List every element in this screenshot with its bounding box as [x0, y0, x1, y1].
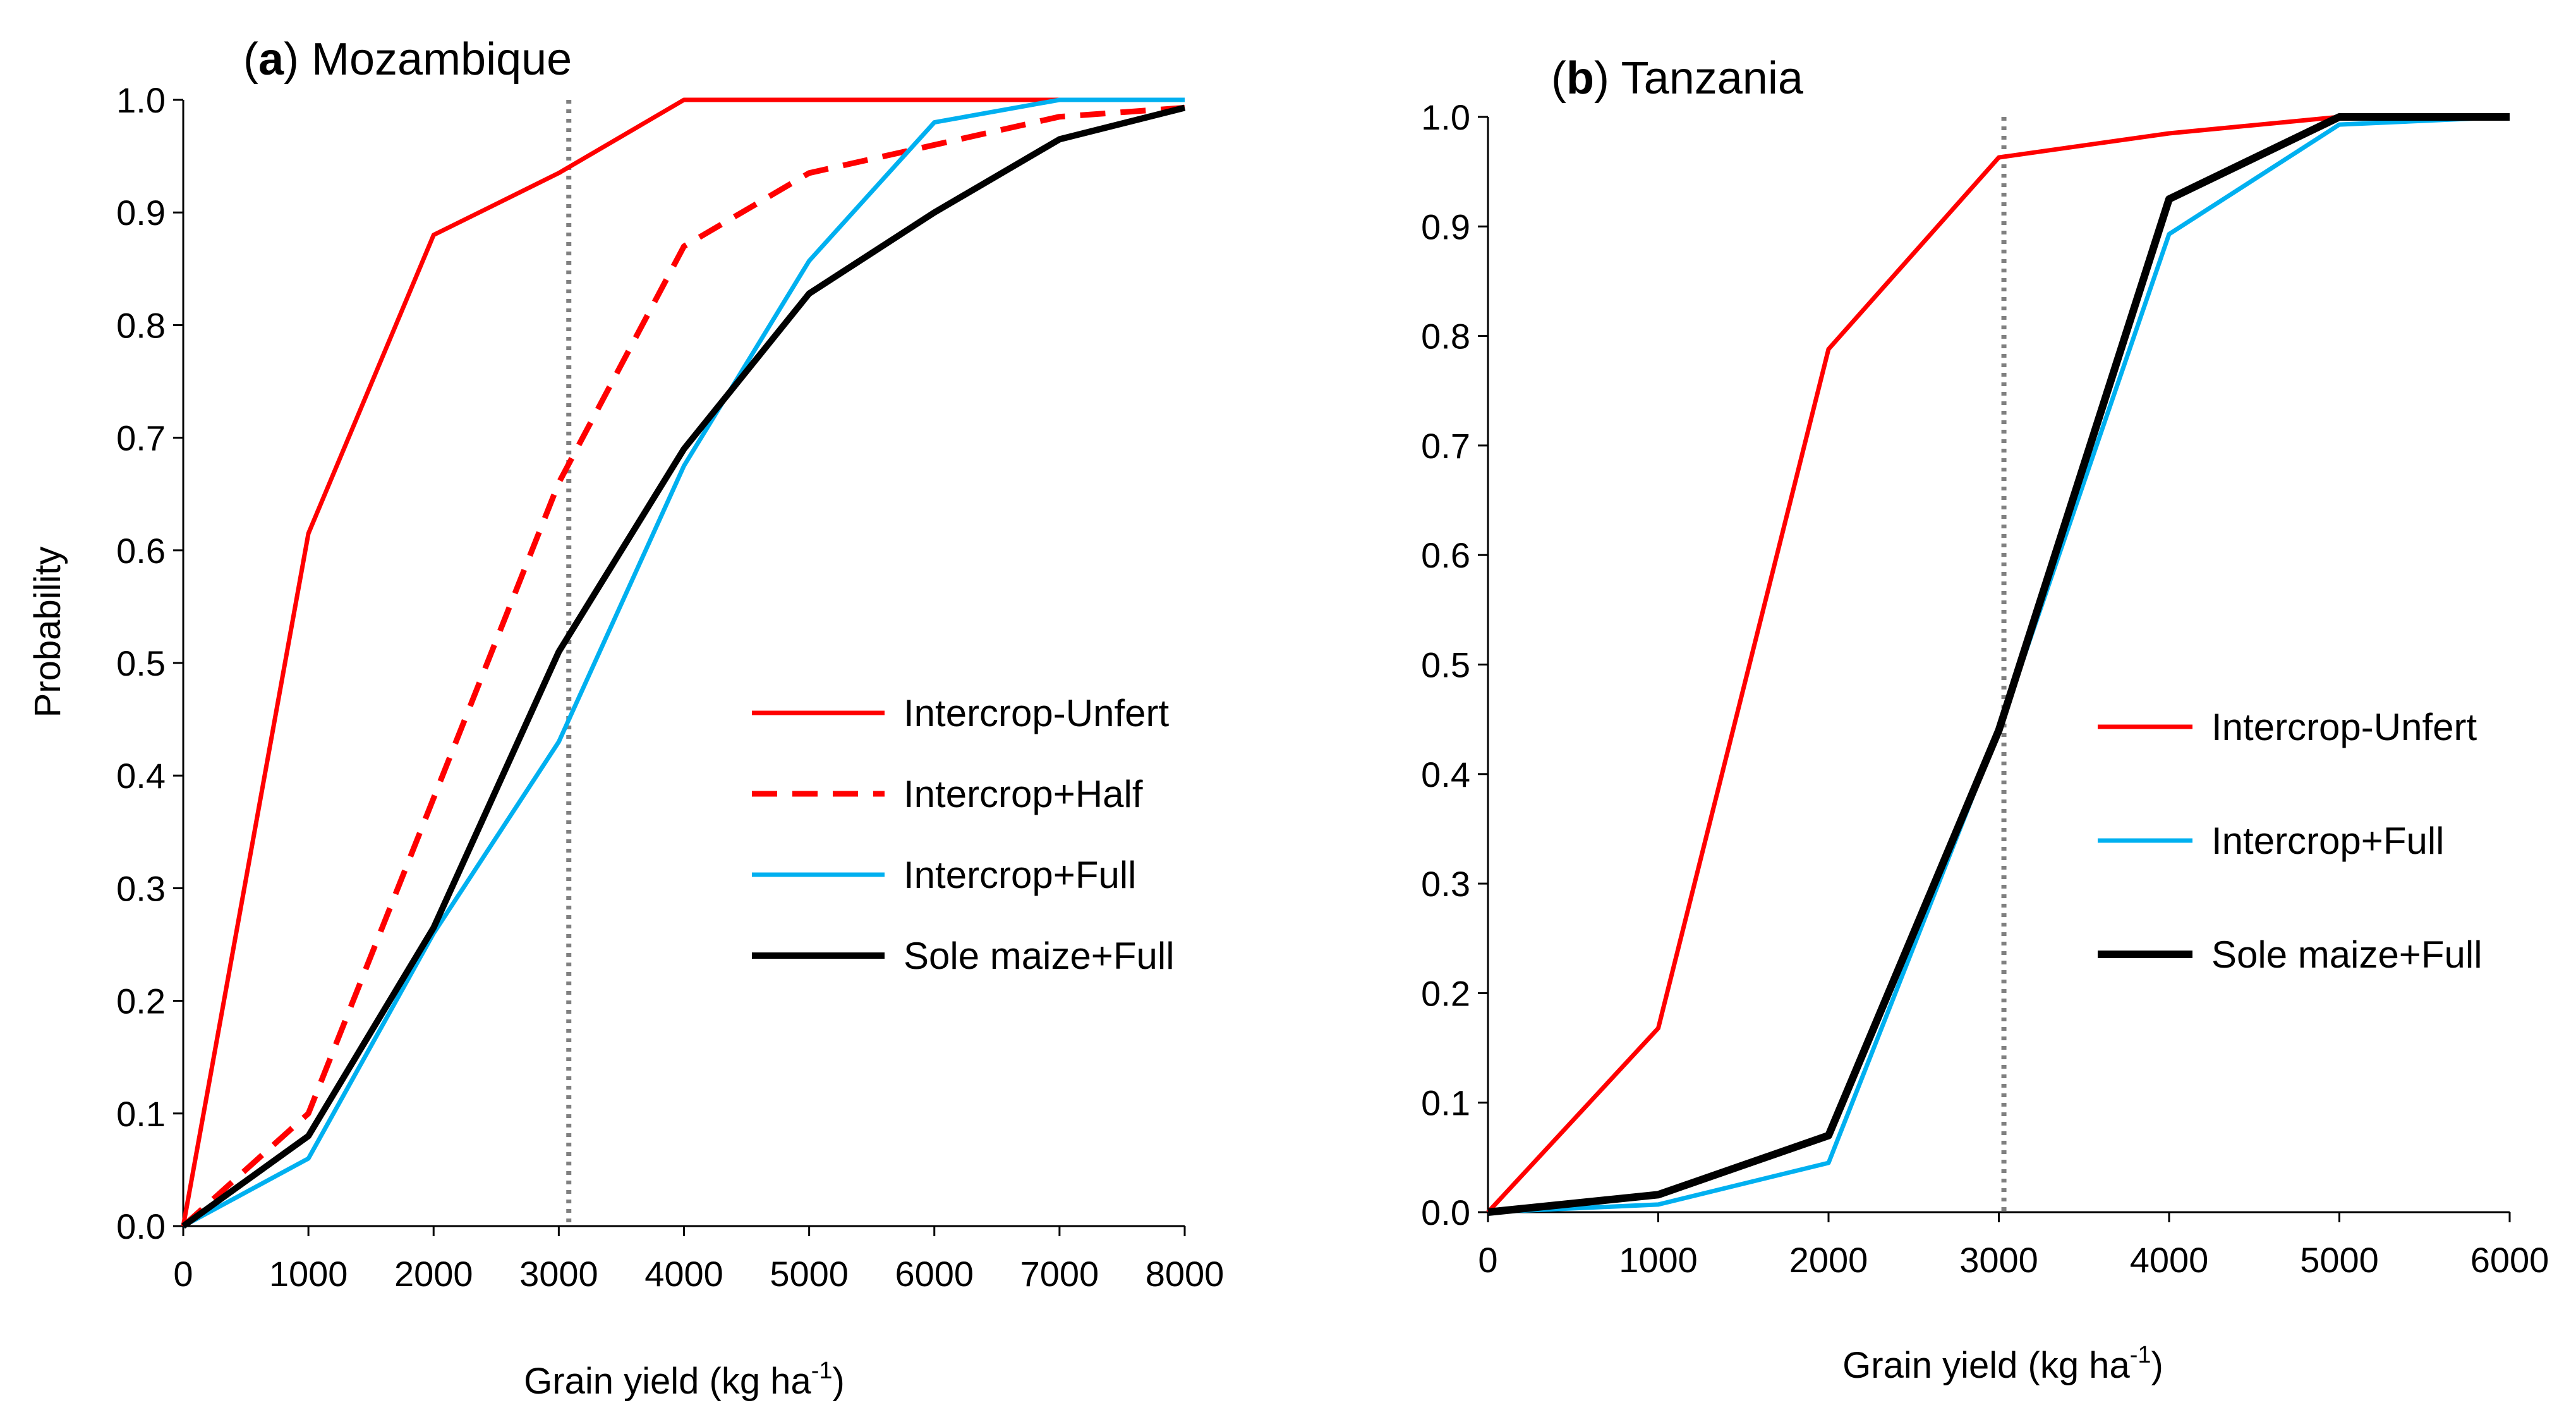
legend-label: Intercrop+Half [904, 773, 1143, 815]
y-tick-label: 0.5 [116, 643, 166, 683]
x-tick-label: 1000 [269, 1254, 348, 1294]
series-line [1487, 113, 2510, 1216]
y-tick-label: 0.0 [116, 1206, 166, 1246]
y-tick-label: 0.4 [1421, 755, 1470, 794]
series-line [1486, 114, 2510, 1214]
chart-title: (a) Mozambique [243, 34, 572, 85]
x-axis-label-main: Grain yield (kg ha [1842, 1345, 2130, 1386]
x-axis-label-main: Grain yield (kg ha [524, 1361, 811, 1402]
y-tick-label: 0.6 [1421, 535, 1470, 575]
panel-b: 0.0 0.1 0.2 0.3 0.4 0.5 0.6 0.7 0.8 0.9 1.0 0 1000 20… [1421, 53, 2549, 1386]
x-tick-label: 3000 [1959, 1240, 2038, 1280]
y-tick-label: 0.5 [1421, 645, 1470, 685]
y-tick-label: 0.2 [1421, 973, 1470, 1013]
x-axis-label-close: ) [833, 1361, 845, 1402]
x-tick-label: 0 [173, 1254, 193, 1294]
title-text: ) Mozambique [284, 34, 572, 85]
x-tick-label: 2000 [394, 1254, 473, 1294]
chart-title: (b) Tanzania [1551, 53, 1804, 104]
legend-label: Sole maize+Full [2211, 933, 2482, 976]
series-line [182, 97, 1185, 1229]
y-tick-label: 0.1 [116, 1094, 166, 1134]
x-tick-label: 3000 [519, 1254, 598, 1294]
y-tick-label: 0.6 [116, 531, 166, 571]
x-tick-label: 7000 [1020, 1254, 1099, 1294]
x-axis-label-superscript: -1 [2130, 1342, 2151, 1368]
x-axis-label: Grain yield (kg ha-1) [1842, 1342, 2163, 1386]
x-axis-label: Grain yield (kg ha-1) [524, 1358, 845, 1402]
y-tick-label: 0.9 [116, 193, 166, 233]
series-line [181, 97, 1185, 1227]
title-text: ) Tanzania [1594, 53, 1804, 104]
series-line [181, 105, 1185, 1229]
y-tick-label: 0.7 [116, 418, 166, 458]
legend-label: Intercrop+Full [904, 854, 1137, 896]
y-tick-label: 0.0 [1421, 1193, 1470, 1232]
x-tick-label: 4000 [2130, 1240, 2209, 1280]
title-paren-open: ( [243, 34, 258, 85]
y-tick-label: 1.0 [116, 80, 166, 120]
title-paren-open: ( [1551, 53, 1566, 104]
legend-label: Intercrop-Unfert [2211, 706, 2477, 748]
y-tick-label: 0.8 [116, 305, 166, 345]
legend-label: Sole maize+Full [904, 935, 1175, 977]
y-tick-label: 0.1 [1421, 1083, 1470, 1123]
x-tick-label: 4000 [644, 1254, 723, 1294]
y-tick-label: 1.0 [1421, 97, 1470, 137]
x-tick-label: 5000 [770, 1254, 849, 1294]
y-tick-label: 0.4 [116, 756, 166, 796]
x-axis-label-superscript: -1 [811, 1358, 833, 1384]
y-tick-label: 0.9 [1421, 207, 1470, 246]
legend-label: Intercrop-Unfert [904, 692, 1169, 734]
x-tick-label: 1000 [1619, 1240, 1698, 1280]
x-tick-label: 6000 [895, 1254, 974, 1294]
y-tick-label: 0.8 [1421, 317, 1470, 356]
y-tick-label: 0.7 [1421, 426, 1470, 466]
x-axis-label-close: ) [2151, 1345, 2163, 1386]
x-tick-label: 0 [1478, 1240, 1497, 1280]
series-line [181, 104, 1186, 1229]
y-tick-label: 0.3 [116, 868, 166, 908]
x-tick-label: 5000 [2300, 1240, 2379, 1280]
panel-a: 0.0 0.1 0.2 0.3 0.4 0.5 0.6 0.7 0.8 0.9 1.0 0 1000 20… [27, 34, 1224, 1402]
y-tick-label: 0.2 [116, 981, 166, 1021]
x-tick-label: 8000 [1146, 1254, 1225, 1294]
legend-label: Intercrop+Full [2211, 820, 2445, 862]
panel-letter: b [1566, 53, 1594, 104]
x-tick-label: 6000 [2470, 1240, 2549, 1280]
panel-letter: a [258, 34, 284, 85]
y-axis-label: Probability [27, 547, 68, 718]
y-tick-label: 0.3 [1421, 864, 1470, 904]
x-tick-label: 2000 [1789, 1240, 1868, 1280]
